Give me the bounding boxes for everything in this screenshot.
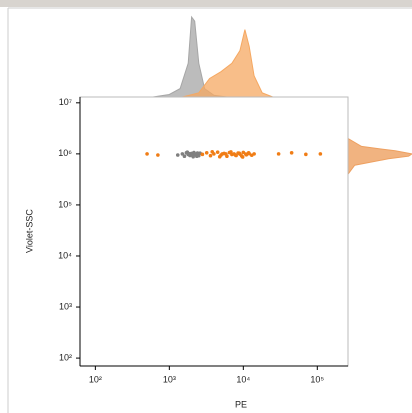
y-histogram bbox=[347, 137, 412, 176]
point bbox=[200, 152, 205, 157]
point bbox=[276, 152, 281, 156]
x-histogram bbox=[182, 29, 273, 98]
y-axis-label: Violet-SSC bbox=[24, 209, 34, 253]
y-tick-label: 10⁷ bbox=[59, 97, 72, 107]
point bbox=[190, 153, 195, 158]
point bbox=[318, 152, 323, 156]
x-tick-label: 10⁵ bbox=[310, 374, 324, 384]
y-tick-label: 10² bbox=[59, 352, 72, 362]
y-tick-label: 10⁴ bbox=[58, 250, 72, 260]
point bbox=[208, 153, 213, 158]
y-tick-label: 10³ bbox=[59, 301, 72, 311]
point bbox=[193, 152, 198, 157]
point bbox=[182, 154, 187, 159]
point bbox=[240, 155, 245, 159]
point bbox=[217, 154, 222, 159]
point bbox=[289, 150, 294, 155]
point bbox=[233, 153, 238, 157]
point bbox=[220, 152, 225, 156]
point bbox=[204, 150, 209, 155]
point bbox=[252, 152, 256, 156]
point bbox=[175, 153, 180, 157]
point bbox=[215, 150, 220, 154]
plot-area bbox=[79, 96, 349, 367]
y-tick-label: 10⁵ bbox=[58, 199, 72, 209]
point bbox=[304, 152, 308, 157]
x-tick-label: 10⁴ bbox=[236, 374, 250, 384]
point bbox=[224, 152, 228, 156]
x-tick-label: 10² bbox=[89, 374, 102, 384]
point bbox=[145, 152, 149, 156]
point bbox=[210, 149, 215, 154]
point bbox=[187, 151, 191, 156]
x-axis-label: PE bbox=[235, 399, 247, 409]
cropped-image-strip bbox=[0, 0, 412, 7]
y-tick-label: 10⁶ bbox=[58, 148, 72, 158]
point bbox=[229, 150, 233, 154]
point bbox=[180, 152, 185, 156]
point bbox=[246, 150, 251, 155]
x-tick-label: 10³ bbox=[163, 374, 176, 384]
point bbox=[243, 152, 248, 156]
point bbox=[237, 151, 242, 156]
point bbox=[156, 153, 160, 157]
